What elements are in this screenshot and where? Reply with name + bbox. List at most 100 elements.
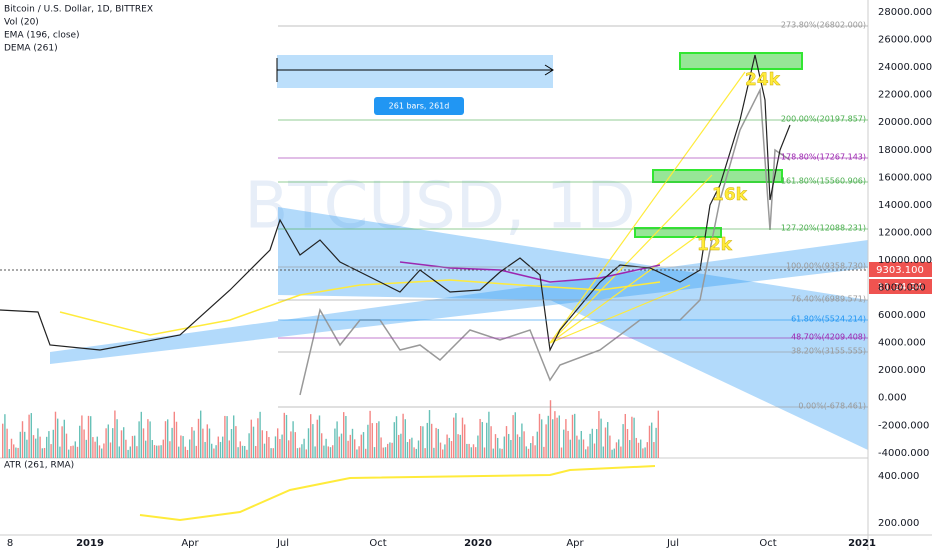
volume-bar xyxy=(316,419,318,458)
volume-bar xyxy=(283,412,285,458)
volume-bar xyxy=(299,447,301,458)
volume-bar xyxy=(618,439,620,458)
volume-bar xyxy=(527,448,530,458)
volume-bar xyxy=(395,416,398,458)
volume-bar xyxy=(259,411,261,458)
volume-bar xyxy=(444,444,446,458)
volume-bar xyxy=(2,423,4,458)
volume-bar xyxy=(615,442,618,458)
fib-label: 178.80%(17267.143) xyxy=(781,153,866,162)
volume-bar xyxy=(514,412,516,458)
date-range xyxy=(277,55,553,88)
volume-bar xyxy=(380,437,382,458)
volume-bar xyxy=(191,427,193,458)
volume-bar xyxy=(65,433,68,458)
volume-bar xyxy=(384,447,387,458)
volume-bar xyxy=(448,437,450,458)
volume-bar xyxy=(604,427,607,458)
volume-bar xyxy=(290,431,292,458)
volume-bar xyxy=(120,430,123,458)
volume-bar xyxy=(314,446,316,458)
ascending-channel xyxy=(50,240,868,364)
volume-bar xyxy=(578,439,580,458)
volume-bar xyxy=(241,445,244,458)
volume-bar xyxy=(404,419,406,458)
volume-bar xyxy=(226,416,228,458)
volume-bar xyxy=(274,436,277,458)
volume-bar xyxy=(134,435,136,458)
volume-bar xyxy=(598,411,600,458)
volume-bar xyxy=(490,426,492,458)
range-badge xyxy=(374,97,464,115)
price-tick-label: 10000.000 xyxy=(878,255,932,266)
volume-bar xyxy=(387,443,389,458)
volume-bar xyxy=(281,434,283,458)
volume-bar xyxy=(145,440,147,458)
volume-bar xyxy=(472,444,475,458)
volume-bar xyxy=(142,428,145,458)
volume-bar xyxy=(28,414,30,458)
volume-bar xyxy=(167,419,169,458)
volume-bar xyxy=(178,446,180,458)
volume-bar xyxy=(631,416,633,458)
volume-bar xyxy=(356,449,358,458)
volume-bar xyxy=(217,436,219,458)
volume-bar xyxy=(200,410,202,458)
volume-bar xyxy=(483,447,486,458)
volume-bar xyxy=(538,413,541,458)
volume-bar xyxy=(494,434,497,458)
volume-bar xyxy=(347,440,349,458)
volume-bar xyxy=(563,429,565,458)
volume-bar xyxy=(541,419,543,458)
volume-bar xyxy=(61,426,63,458)
volume-bar xyxy=(587,446,589,458)
volume-bar xyxy=(439,442,442,458)
volume-bar xyxy=(389,442,391,458)
price-tick-label: 2000.000 xyxy=(878,365,926,376)
volume-bar xyxy=(32,435,35,458)
volume-bar xyxy=(92,437,94,458)
volume-bar xyxy=(607,422,609,458)
volume-bar xyxy=(398,434,400,458)
volume-bar xyxy=(343,412,345,458)
volume-bar xyxy=(367,424,369,458)
volume-bar xyxy=(450,441,453,458)
volume-bar xyxy=(160,445,162,458)
volume-bar xyxy=(19,431,21,458)
volume-bar xyxy=(400,433,402,458)
volume-bar xyxy=(596,429,598,458)
volume-bar xyxy=(52,429,54,458)
volume-bar xyxy=(197,418,200,458)
volume-bar xyxy=(195,445,197,458)
volume-bar xyxy=(556,417,558,458)
countdown: 11:24:34 xyxy=(878,282,923,293)
volume-bar xyxy=(307,428,310,458)
volume-bar xyxy=(94,441,96,458)
volume-bar xyxy=(457,434,459,458)
volume-bar xyxy=(162,439,164,458)
price-tick-label: 18000.000 xyxy=(878,145,932,156)
volume-bar xyxy=(39,436,41,458)
volume-bar xyxy=(109,442,112,458)
volume-bar xyxy=(116,419,118,458)
volume-bar xyxy=(211,443,213,458)
target-box xyxy=(652,169,783,183)
price-tick-label: 6000.000 xyxy=(878,310,926,321)
fib-label: 273.80%(26802.000) xyxy=(781,21,866,30)
volume-bar xyxy=(48,431,50,458)
volume-bar xyxy=(525,446,527,458)
atr-line xyxy=(139,465,656,522)
volume-bar xyxy=(334,428,336,458)
volume-bar xyxy=(10,438,13,458)
volume-bar xyxy=(510,439,512,458)
volume-bar xyxy=(593,443,596,458)
volume-bar xyxy=(461,417,464,458)
volume-bar xyxy=(516,434,519,458)
volume-bar xyxy=(208,428,211,458)
volume-bar xyxy=(409,439,411,458)
volume-bar xyxy=(446,434,448,458)
volume-bar xyxy=(624,413,626,458)
volume-bar xyxy=(41,448,43,458)
volume-bar xyxy=(552,419,554,458)
volume-bar xyxy=(329,447,332,458)
